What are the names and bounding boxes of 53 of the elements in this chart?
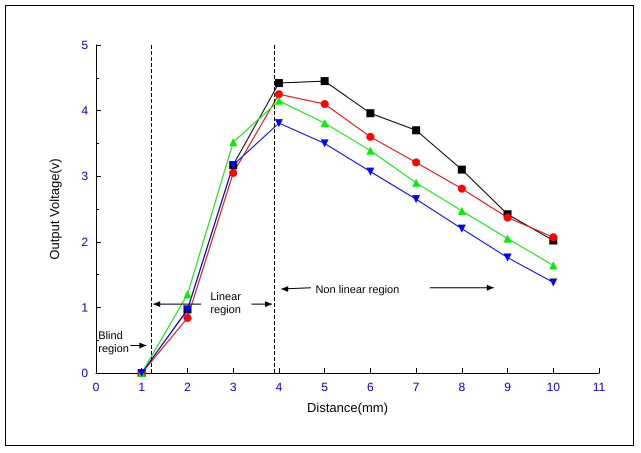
- x-tick-label: 11: [592, 380, 606, 394]
- x-tick-label: 1: [138, 380, 146, 394]
- point: [229, 138, 238, 146]
- point: [320, 77, 329, 86]
- point: [366, 146, 374, 155]
- x-tick-label: 5: [321, 380, 328, 394]
- point: [412, 178, 420, 187]
- point: [504, 234, 512, 243]
- annotation: Blind region: [98, 330, 130, 356]
- point: [549, 233, 558, 242]
- y-tick-label: 3: [81, 169, 88, 184]
- point: [458, 166, 466, 174]
- x-tick-label: 9: [504, 380, 512, 394]
- x-tick-label: 4: [276, 380, 283, 394]
- y-tick-label: 0: [81, 366, 88, 380]
- x-axis-title: Distance(mm): [307, 400, 388, 415]
- point: [366, 168, 374, 176]
- point: [229, 168, 238, 177]
- point: [504, 254, 512, 262]
- point: [320, 119, 329, 128]
- point: [458, 224, 466, 233]
- x-tick-label: 0: [92, 380, 100, 394]
- point: [183, 314, 192, 322]
- point: [504, 214, 512, 222]
- point: [366, 109, 374, 118]
- point: [458, 184, 466, 193]
- point: [366, 132, 374, 141]
- y-tick-label: 4: [81, 104, 88, 118]
- x-tick-label: 8: [458, 380, 466, 394]
- point: [549, 261, 558, 270]
- point: [274, 119, 283, 128]
- x-tick-label: 6: [367, 380, 374, 394]
- x-tick-label: 3: [230, 380, 237, 394]
- y-tick-label: 2: [81, 234, 88, 249]
- point: [320, 100, 329, 108]
- point: [320, 139, 329, 148]
- point: [274, 90, 283, 98]
- x-tick-label: 7: [412, 380, 420, 394]
- y-axis-title: Output Voltage(v): [47, 158, 62, 260]
- point: [412, 158, 420, 166]
- point: [183, 290, 192, 298]
- x-tick-label: 2: [184, 380, 192, 394]
- y-tick-label: 5: [81, 38, 88, 52]
- y-tick-label: 1: [81, 300, 88, 314]
- point: [274, 96, 283, 105]
- point: [412, 126, 420, 134]
- point: [412, 195, 420, 204]
- point: [549, 278, 558, 286]
- point: [458, 206, 466, 215]
- annotation: Linear region: [210, 291, 242, 317]
- point: [274, 79, 283, 88]
- annotation: Non linear region: [315, 284, 400, 298]
- x-tick-label: 10: [546, 380, 560, 394]
